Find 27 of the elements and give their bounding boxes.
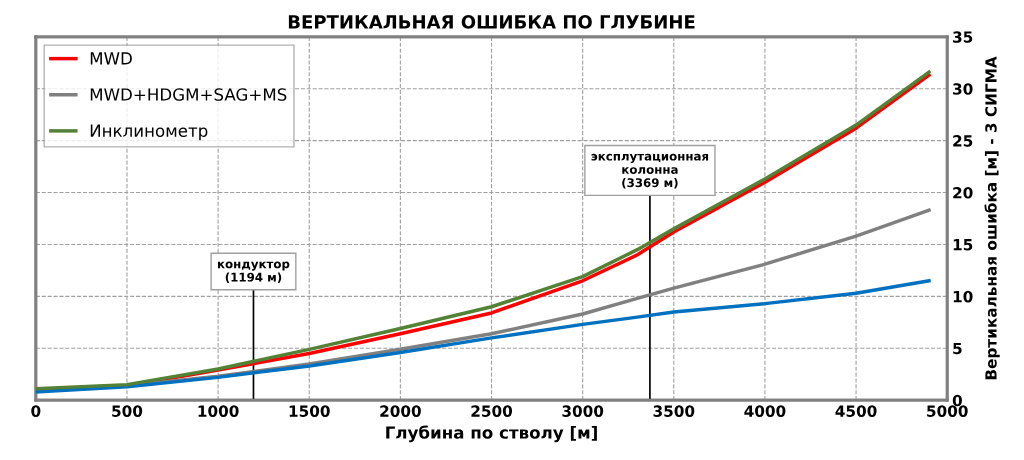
x-tick-label: 5000 [927,405,968,417]
y2-tick-label: 0 [952,394,962,407]
y2-tick-label: 35 [953,31,973,43]
x-tick-label: 0 [31,405,41,417]
y2-tick-label: 10 [953,290,973,303]
x-tick-label: 4500 [835,405,877,417]
y2-tick-label: 20 [953,187,973,199]
x-axis-title: Глубина по стволу [м] [386,425,597,443]
chart-title: ВЕРТИКАЛЬНАЯ ОШИБКА ПО ГЛУБИНЕ [288,15,695,29]
x-tick-label: 4000 [744,405,786,417]
x-tick-label: 2000 [380,405,421,417]
y2-axis-title: Вертикальная ошибка [м] - 3 СИГМА [984,56,1000,380]
legend-label: Инклинометр [90,124,208,141]
x-tick-label: 3500 [653,405,695,417]
y2-tick-label: 15 [953,239,973,251]
legend-label: MWD+HDGM+SAG+MS [90,88,287,101]
ref-line-label: эксплутационная колонна (3369 м) [591,153,709,189]
x-tick-label: 500 [112,405,143,417]
legend-label: MWD [90,52,132,65]
x-tick-label: 2500 [471,405,513,417]
x-tick-label: 1000 [198,405,239,417]
x-tick-label: 1500 [289,405,330,417]
y2-tick-label: 5 [953,342,962,355]
x-tick-label: 3000 [562,405,604,417]
y2-tick-label: 30 [953,83,973,95]
ref-line-label: кондуктор (1194 м) [218,261,290,284]
y2-tick-label: 25 [953,135,973,147]
